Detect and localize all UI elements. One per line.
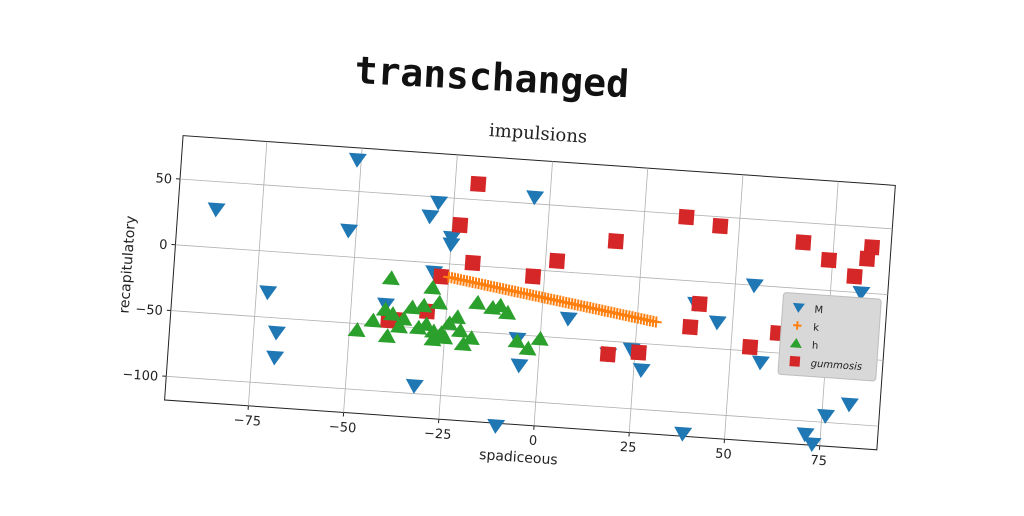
data-point (821, 252, 837, 268)
data-point (549, 253, 565, 269)
x-tick-label: −75 (233, 413, 261, 430)
legend-marker (789, 356, 800, 367)
data-point (678, 209, 694, 225)
data-point (452, 217, 468, 233)
data-point (742, 339, 758, 355)
data-point (859, 251, 875, 267)
x-tick-label: 50 (715, 447, 733, 463)
data-point (691, 296, 707, 312)
y-tick-label: 50 (155, 171, 173, 187)
data-point (682, 319, 698, 335)
data-point (600, 346, 616, 362)
data-point (795, 234, 811, 250)
legend-entry: M (814, 305, 823, 317)
data-point (470, 176, 486, 192)
data-point (631, 344, 647, 360)
x-tick-label: −50 (328, 420, 356, 437)
data-point (846, 268, 862, 284)
chart-subtitle: impulsions (488, 120, 588, 148)
x-axis-label: spadiceous (479, 447, 559, 468)
x-tick-label: 75 (810, 453, 828, 469)
data-point (525, 268, 541, 284)
legend-entry: k (813, 323, 820, 334)
data-point (465, 255, 481, 271)
y-axis-label: recapitulatory (117, 215, 140, 314)
x-tick-label: −25 (424, 426, 452, 443)
y-tick-label: −50 (135, 302, 163, 319)
x-tick-label: 0 (528, 434, 537, 450)
data-point (608, 233, 624, 249)
data-point (486, 419, 505, 435)
y-tick-label: 0 (159, 238, 168, 254)
x-tick-label: 25 (619, 440, 637, 456)
legend-entry: h (812, 341, 819, 352)
data-point (712, 218, 728, 234)
y-tick-label: −100 (122, 367, 159, 384)
